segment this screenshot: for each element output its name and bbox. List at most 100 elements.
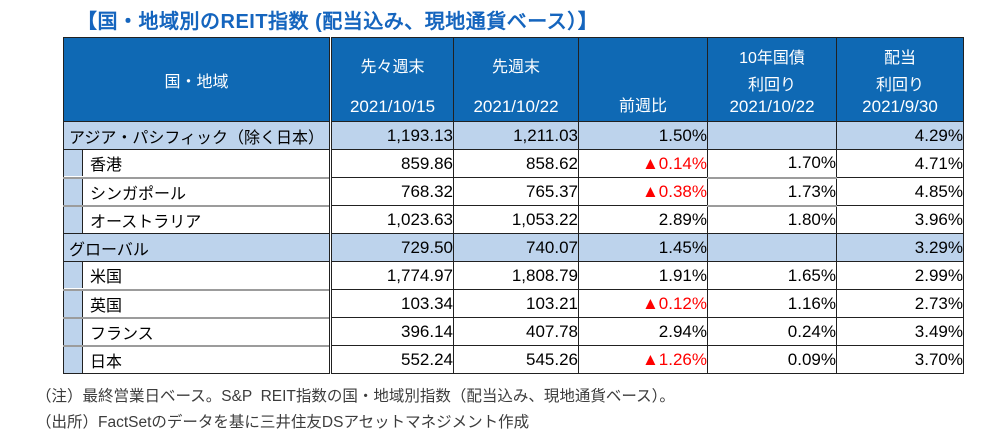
last-weekend-value-cell: 1,808.79 [453, 261, 579, 290]
table-row: 香港 859.86 858.62 ▲0.14% 1.70% 4.71% [63, 149, 964, 178]
prev2-weekend-value-cell: 729.50 [329, 233, 454, 262]
wow-change-cell: 1.45% [578, 233, 708, 262]
table-row-group: グローバル 729.50 740.07 1.45% 3.29% [63, 233, 964, 262]
10y-gov-bond-yield-cell: 0.24% [707, 317, 837, 346]
last-weekend-value-cell: 1,053.22 [453, 205, 579, 234]
last-weekend-value-cell: 765.37 [453, 177, 579, 206]
indent-strip [64, 207, 83, 233]
dividend-yield-cell: 4.85% [836, 177, 964, 206]
col-header-10y-gov-bond-line2: 利回り [747, 76, 796, 94]
prev2-weekend-value-cell: 552.24 [329, 345, 454, 374]
col-header-last-week: 先週末 2021/10/22 [453, 37, 579, 122]
col-header-week-before-last: 先々週末 2021/10/15 [329, 37, 454, 122]
10y-gov-bond-yield-cell: 1.80% [707, 204, 837, 234]
dividend-yield-cell: 2.99% [836, 261, 964, 290]
region-name-label: 米国 [90, 269, 123, 287]
col-header-wow-change: 前週比 [578, 37, 708, 122]
table-row: 日本 552.24 545.26 ▲1.26% 0.09% 3.70% [63, 344, 964, 374]
col-header-dividend-line1: 配当 [883, 50, 916, 67]
col-header-10y-gov-bond-date: 2021/10/22 [729, 97, 815, 116]
wow-change-cell: ▲1.26% [578, 345, 708, 374]
prev2-weekend-value-cell: 103.34 [329, 289, 454, 318]
wow-change-cell: 1.91% [578, 261, 708, 290]
prev2-weekend-value-cell: 1,023.63 [329, 205, 454, 234]
region-name-label: 香港 [90, 157, 123, 175]
table-row: 英国 103.34 103.21 ▲0.12% 1.16% 2.73% [63, 288, 964, 318]
indent-strip [64, 150, 83, 177]
table-row: オーストラリア 1,023.63 1,053.22 2.89% 1.80% 3.96% [63, 204, 964, 234]
page-title: 【国・地域別のREIT指数 (配当込み、現地通貨ベース）】 [77, 11, 599, 33]
region-name-cell: 香港 [63, 149, 331, 178]
10y-gov-bond-yield-cell: 1.70% [707, 149, 837, 178]
reit-index-table: 国・地域 先々週末 2021/10/15 先週末 2021/10/22 前週比 [63, 37, 964, 374]
col-header-dividend-yield: 配当 利回り 2021/9/30 [836, 37, 964, 122]
region-name-cell: オーストラリア [63, 204, 331, 234]
prev2-weekend-value-cell: 859.86 [329, 149, 454, 178]
region-name-label: 日本 [90, 353, 123, 371]
10y-gov-bond-yield-cell: 1.73% [707, 176, 837, 206]
last-weekend-value-cell: 1,211.03 [453, 121, 579, 150]
col-header-10y-gov-bond-yield: 10年国債 利回り 2021/10/22 [707, 37, 837, 122]
region-name-cell: 英国 [63, 288, 331, 318]
region-name-label: シンガポール [90, 185, 187, 203]
col-header-dividend-date: 2021/9/30 [862, 97, 938, 116]
col-header-10y-gov-bond-line1: 10年国債 [739, 50, 805, 67]
region-name-cell: シンガポール [63, 176, 331, 206]
wow-change-cell: 1.50% [578, 121, 708, 150]
table-row: フランス 396.14 407.78 2.94% 0.24% 3.49% [63, 316, 964, 346]
region-name-label: 英国 [90, 297, 123, 315]
dividend-yield-cell: 3.70% [836, 345, 964, 374]
prev2-weekend-value-cell: 396.14 [329, 317, 454, 346]
10y-gov-bond-yield-cell: 1.16% [707, 289, 837, 318]
wow-change-cell: 2.94% [578, 317, 708, 346]
col-header-wow-change-label: 前週比 [618, 98, 667, 115]
10y-gov-bond-yield-cell: 1.65% [707, 261, 837, 290]
last-weekend-value-cell: 858.62 [453, 149, 579, 178]
region-name-cell: 米国 [63, 261, 331, 290]
col-header-dividend-line2: 利回り [875, 76, 924, 94]
wow-change-cell: ▲0.12% [578, 289, 708, 318]
10y-gov-bond-yield-cell: 0.09% [707, 345, 837, 374]
dividend-yield-cell: 4.29% [836, 121, 964, 150]
note-line-attribution: （出所）FactSetのデータを基に三井住友DSアセットマネジメント作成 [36, 414, 530, 431]
region-name-cell: アジア・パシフィック（除く日本） [63, 121, 331, 150]
last-weekend-value-cell: 740.07 [453, 233, 579, 262]
table-body: アジア・パシフィック（除く日本） 1,193.13 1,211.03 1.50% 4.2… [63, 121, 964, 374]
prev2-weekend-value-cell: 768.32 [329, 177, 454, 206]
dividend-yield-cell: 3.49% [836, 317, 964, 346]
indent-strip [64, 291, 83, 317]
col-header-week-before-last-date: 2021/10/15 [349, 97, 436, 116]
region-name-cell: 日本 [63, 344, 331, 374]
table-row: シンガポール 768.32 765.37 ▲0.38% 1.73% 4.85% [63, 176, 964, 206]
indent-strip [64, 347, 83, 373]
table-row-group: アジア・パシフィック（除く日本） 1,193.13 1,211.03 1.50% 4.2… [63, 121, 964, 150]
region-name-label: フランス [90, 325, 154, 343]
table-header: 国・地域 先々週末 2021/10/15 先週末 2021/10/22 前週比 [63, 37, 964, 122]
footnotes: （注）最終営業日ベース。S&P REIT指数の国・地域別指数（配当込み、現地通貨… [36, 384, 675, 436]
last-weekend-value-cell: 407.78 [453, 317, 579, 346]
prev2-weekend-value-cell: 1,193.13 [329, 121, 454, 150]
region-name-label: オーストラリア [90, 213, 202, 231]
indent-strip [64, 319, 83, 345]
last-weekend-value-cell: 103.21 [453, 289, 579, 318]
header-row: 国・地域 先々週末 2021/10/15 先週末 2021/10/22 前週比 [63, 37, 964, 122]
10y-gov-bond-yield-cell [707, 121, 837, 150]
col-header-week-before-last-label: 先々週末 [360, 59, 425, 76]
dividend-yield-cell: 4.71% [836, 149, 964, 178]
col-header-last-week-date: 2021/10/22 [473, 97, 559, 116]
table-row: 米国 1,774.97 1,808.79 1.91% 1.65% 2.99% [63, 261, 964, 290]
col-header-last-week-label: 先週末 [491, 59, 540, 76]
prev2-weekend-value-cell: 1,774.97 [329, 261, 454, 290]
indent-strip [64, 179, 83, 205]
dividend-yield-cell: 3.29% [836, 233, 964, 262]
col-header-region: 国・地域 [63, 37, 331, 122]
wow-change-cell: ▲0.14% [578, 149, 708, 178]
last-weekend-value-cell: 545.26 [453, 345, 579, 374]
dividend-yield-cell: 2.73% [836, 289, 964, 318]
dividend-yield-cell: 3.96% [836, 205, 964, 234]
region-name-cell: フランス [63, 316, 331, 346]
indent-strip [64, 262, 83, 289]
10y-gov-bond-yield-cell [707, 233, 837, 262]
wow-change-cell: 2.89% [578, 205, 708, 234]
region-name-cell: グローバル [63, 233, 331, 262]
